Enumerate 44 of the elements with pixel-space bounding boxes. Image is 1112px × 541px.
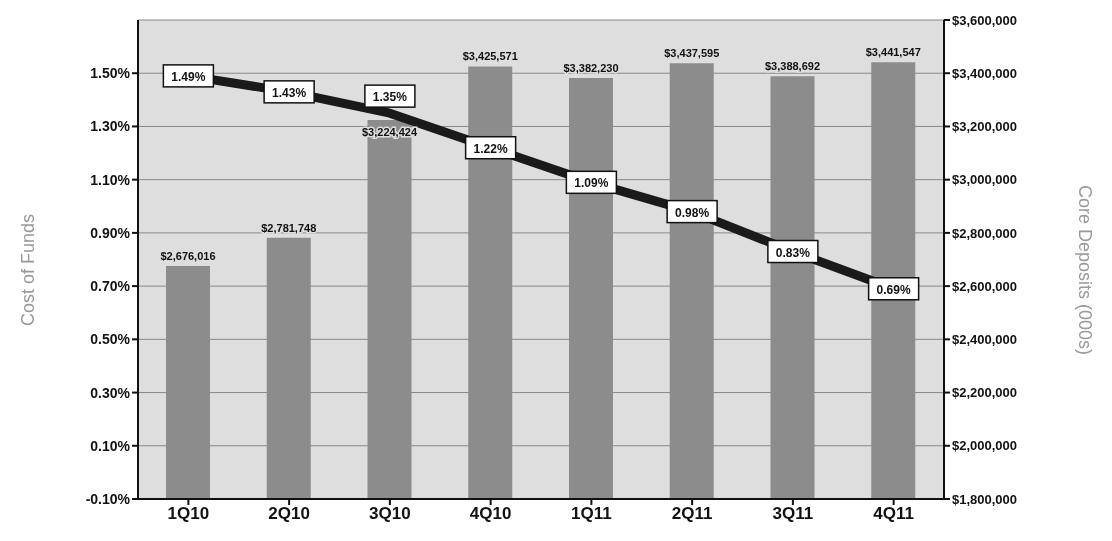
data-label: $3,441,547 bbox=[865, 46, 921, 59]
data-label: 1.49% bbox=[171, 69, 206, 84]
y-tick-label: 0.90% bbox=[90, 224, 131, 241]
y-tick-label: 0.10% bbox=[90, 437, 131, 454]
data-label: 0.98% bbox=[675, 205, 710, 220]
y-tick-label: 1.10% bbox=[90, 171, 131, 188]
data-label: 1.09% bbox=[574, 176, 609, 191]
y-tick-label: 1.50% bbox=[90, 65, 131, 82]
x-tick-label: 1Q11 bbox=[571, 504, 612, 524]
y2-tick-label: $2,800,000 bbox=[952, 225, 1018, 241]
data-label: 0.83% bbox=[775, 245, 811, 260]
y2-tick-label: $2,000,000 bbox=[952, 438, 1018, 454]
data-label: $3,382,230 bbox=[563, 61, 619, 74]
y2-tick-label: $2,200,000 bbox=[952, 385, 1018, 401]
data-label: $2,781,748 bbox=[261, 221, 317, 234]
data-label: $3,437,595 bbox=[664, 47, 720, 60]
data-label: $3,425,571 bbox=[462, 50, 518, 63]
x-tick-label: 3Q11 bbox=[772, 504, 814, 524]
y2-tick-label: $2,600,000 bbox=[952, 278, 1018, 294]
x-tick-label: 4Q10 bbox=[469, 504, 512, 524]
data-label: 1.22% bbox=[473, 141, 508, 156]
y2-axis-title: Core Deposits (000s) bbox=[1073, 184, 1095, 356]
x-tick-label: 1Q10 bbox=[167, 504, 210, 524]
y-tick-label: 0.30% bbox=[90, 384, 131, 401]
data-label: $3,388,692 bbox=[764, 60, 821, 73]
x-tick-label: 2Q11 bbox=[671, 504, 713, 524]
data-label: $2,676,016 bbox=[160, 249, 216, 262]
y-tick-label: 0.50% bbox=[90, 331, 131, 348]
y2-tick-label: $3,600,000 bbox=[952, 12, 1018, 28]
x-tick-label: 2Q10 bbox=[268, 504, 310, 524]
y2-tick-label: $1,800,000 bbox=[952, 491, 1018, 507]
y-tick-label: 0.70% bbox=[90, 278, 131, 295]
x-tick-label: 4Q11 bbox=[873, 504, 914, 524]
data-label: 1.43% bbox=[272, 85, 307, 100]
x-tick-label: 3Q10 bbox=[369, 504, 411, 524]
data-label: 1.35% bbox=[372, 90, 408, 105]
y2-tick-label: $3,400,000 bbox=[952, 65, 1018, 81]
data-label: 0.69% bbox=[876, 282, 911, 297]
y-axis-title: Cost of Funds bbox=[17, 213, 39, 327]
y-tick-label: -0.10% bbox=[85, 490, 131, 507]
y2-tick-label: $2,400,000 bbox=[952, 331, 1018, 347]
y2-tick-label: $3,000,000 bbox=[952, 172, 1018, 188]
y2-tick-label: $3,200,000 bbox=[952, 119, 1018, 135]
y-tick-label: 1.30% bbox=[90, 118, 131, 135]
